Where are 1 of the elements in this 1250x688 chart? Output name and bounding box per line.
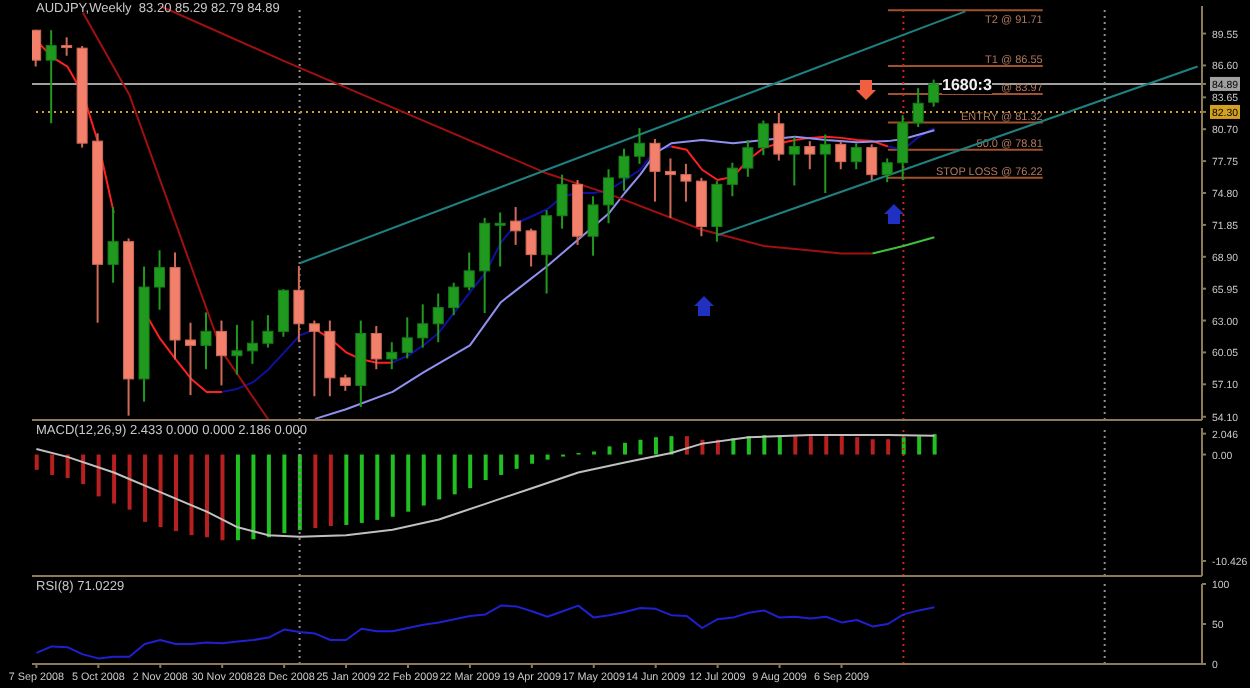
annotation: 1680:3 [942,76,992,94]
